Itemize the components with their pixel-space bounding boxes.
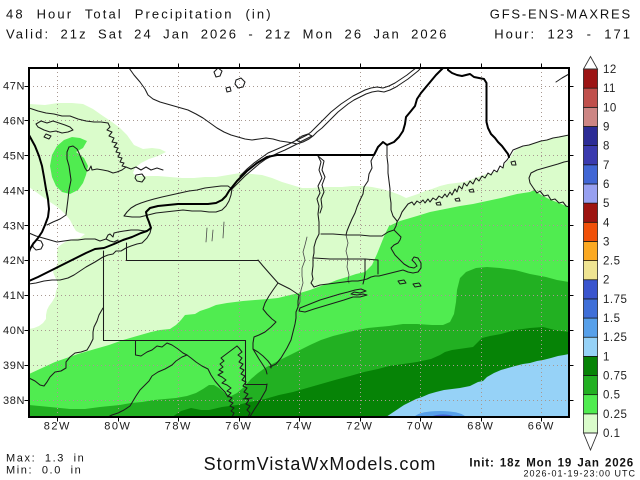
svg-text:76W: 76W [225, 421, 252, 433]
svg-text:2026-01-19-23:00 UTC: 2026-01-19-23:00 UTC [523, 469, 636, 479]
svg-text:38N: 38N [3, 395, 25, 407]
svg-text:1.25: 1.25 [603, 332, 627, 344]
svg-text:10: 10 [603, 102, 617, 114]
svg-text:43N: 43N [3, 220, 25, 232]
svg-text:41N: 41N [3, 290, 25, 302]
svg-text:44N: 44N [3, 185, 25, 197]
svg-text:11: 11 [603, 83, 616, 95]
svg-text:8: 8 [603, 141, 610, 153]
svg-text:78W: 78W [165, 421, 192, 433]
svg-text:1.75: 1.75 [603, 294, 627, 306]
svg-text:68W: 68W [467, 421, 494, 433]
svg-text:45N: 45N [3, 150, 25, 162]
svg-text:47N: 47N [3, 81, 25, 93]
svg-text:82W: 82W [44, 421, 71, 433]
svg-text:40N: 40N [3, 325, 25, 337]
svg-text:Max: 1.3 in: Max: 1.3 in [6, 453, 85, 465]
svg-text:72W: 72W [346, 421, 373, 433]
svg-text:4: 4 [603, 217, 610, 229]
svg-text:0.25: 0.25 [603, 409, 627, 421]
svg-text:2.5: 2.5 [603, 256, 621, 268]
svg-text:GFS-ENS-MAXRES: GFS-ENS-MAXRES [490, 7, 632, 22]
svg-text:1.5: 1.5 [603, 313, 621, 325]
svg-text:1: 1 [603, 351, 610, 363]
svg-text:Min: 0.0 in: Min: 0.0 in [6, 465, 82, 477]
svg-text:5: 5 [603, 198, 610, 210]
svg-text:70W: 70W [407, 421, 434, 433]
svg-text:66W: 66W [528, 421, 555, 433]
svg-text:3: 3 [603, 236, 610, 248]
svg-text:Hour: 123 - 171: Hour: 123 - 171 [494, 27, 632, 42]
svg-text:80W: 80W [104, 421, 131, 433]
svg-text:0.1: 0.1 [603, 428, 621, 440]
svg-text:Valid: 21z Sat 24 Jan 2026 - 2: Valid: 21z Sat 24 Jan 2026 - 21z Mon 26 … [6, 27, 448, 42]
svg-text:48 Hour Total Precipitation (i: 48 Hour Total Precipitation (in) [6, 7, 273, 22]
svg-text:42N: 42N [3, 255, 25, 267]
svg-text:0.75: 0.75 [603, 371, 627, 383]
svg-text:46N: 46N [3, 116, 25, 128]
svg-text:StormVistaWxModels.com: StormVistaWxModels.com [204, 454, 437, 474]
svg-text:0.5: 0.5 [603, 390, 621, 402]
svg-text:12: 12 [603, 64, 617, 76]
svg-text:6: 6 [603, 179, 610, 191]
svg-text:74W: 74W [286, 421, 313, 433]
svg-text:2: 2 [603, 275, 610, 287]
svg-text:Init: 18z Mon 19 Jan 2026: Init: 18z Mon 19 Jan 2026 [469, 458, 634, 470]
svg-text:9: 9 [603, 122, 610, 134]
svg-text:7: 7 [603, 160, 610, 172]
svg-text:39N: 39N [3, 360, 25, 372]
